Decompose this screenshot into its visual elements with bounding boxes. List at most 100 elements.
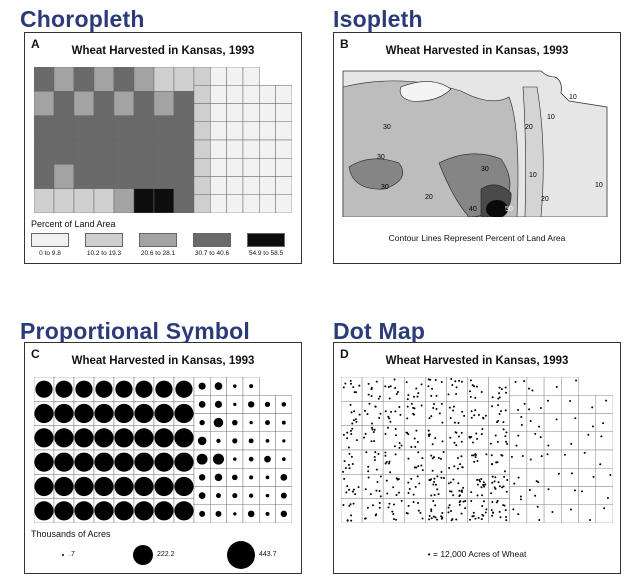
county [210,67,227,86]
wheat-dot [450,490,453,493]
county [153,67,175,92]
wheat-dot [433,494,436,497]
county [210,194,227,213]
wheat-dot [491,405,494,408]
county [34,188,55,213]
wheat-dot [503,470,506,473]
wheat-symbol [115,380,133,398]
wheat-symbol [199,510,206,517]
wheat-dot [520,423,523,426]
wheat-dot [395,494,398,497]
wheat-dot [491,475,494,478]
wheat-dot [458,494,461,497]
wheat-dot [371,428,374,431]
wheat-dot [369,493,372,496]
county [275,121,292,141]
wheat-dot [479,480,482,483]
county [113,139,135,165]
wheat-symbol [198,401,206,408]
wheat-dot [351,490,354,493]
wheat-dot [485,453,488,456]
wheat-dot [439,457,442,460]
legend-swatch [247,233,285,247]
wheat-dot [428,514,431,517]
wheat-symbol [247,401,255,408]
wheat-dot [464,499,467,502]
wheat-dot [384,410,387,413]
symbol-legend-large [227,541,255,569]
wheat-dot [451,384,454,387]
wheat-dot [440,402,443,405]
wheat-dot [407,457,410,460]
wheat-dot [506,442,509,445]
county [382,401,405,426]
wheat-symbol [154,501,174,521]
wheat-symbol [114,428,134,448]
wheat-dot [462,500,465,503]
wheat-dot [410,402,413,405]
county [578,504,597,523]
county [561,504,579,523]
isopleth-heading: Isopleth [333,6,423,32]
wheat-dot [390,410,393,413]
wheat-symbol [214,382,223,390]
wheat-dot [429,479,432,482]
wheat-dot [502,428,505,431]
wheat-dot [368,402,371,405]
contour-label: 20 [425,194,433,201]
wheat-symbol [74,476,94,497]
wheat-dot [427,385,430,388]
wheat-symbol [74,501,94,521]
wheat-dot [387,386,390,389]
wheat-dot [498,396,501,399]
wheat-dot [452,409,455,412]
wheat-symbol [248,438,254,444]
wheat-dot [436,488,439,491]
wheat-symbol [54,403,74,424]
county [173,188,195,213]
county [133,164,155,189]
wheat-symbol [247,510,255,518]
wheat-symbol [249,475,254,480]
wheat-dot [396,391,399,394]
wheat-dot [506,478,509,481]
wheat-dot [517,434,520,437]
wheat-dot [345,491,348,494]
wheat-dot [606,496,609,499]
wheat-symbol [94,452,114,472]
wheat-dot [476,459,479,462]
wheat-dot [366,506,369,509]
wheat-dot [366,413,369,416]
wheat-dot [400,444,403,447]
wheat-dot [469,395,472,398]
wheat-symbol [174,501,194,521]
wheat-dot [398,446,401,449]
wheat-dot [459,463,462,466]
wheat-symbol [154,452,174,472]
wheat-dot [490,509,493,512]
wheat-dot [388,417,391,420]
wheat-dot [392,503,395,506]
county [226,176,244,195]
county [509,486,528,505]
wheat-dot [379,412,382,415]
wheat-dot [420,404,423,407]
wheat-dot [452,405,455,408]
wheat-dot [417,451,420,454]
county [242,67,260,86]
wheat-dot [436,518,439,521]
wheat-symbol [281,402,287,407]
wheat-symbol [281,457,286,461]
wheat-dot [519,495,522,498]
wheat-dot [476,483,479,486]
wheat-dot [555,418,558,421]
isopleth-panel: B Wheat Harvested in Kansas, 1993 30 30 … [333,32,621,264]
wheat-dot [342,433,345,436]
county [226,67,244,86]
county [210,139,227,159]
wheat-dot [447,393,450,396]
wheat-dot [539,436,542,439]
wheat-symbol [134,428,154,448]
wheat-symbol [34,428,54,448]
legend-swatch [31,233,69,247]
